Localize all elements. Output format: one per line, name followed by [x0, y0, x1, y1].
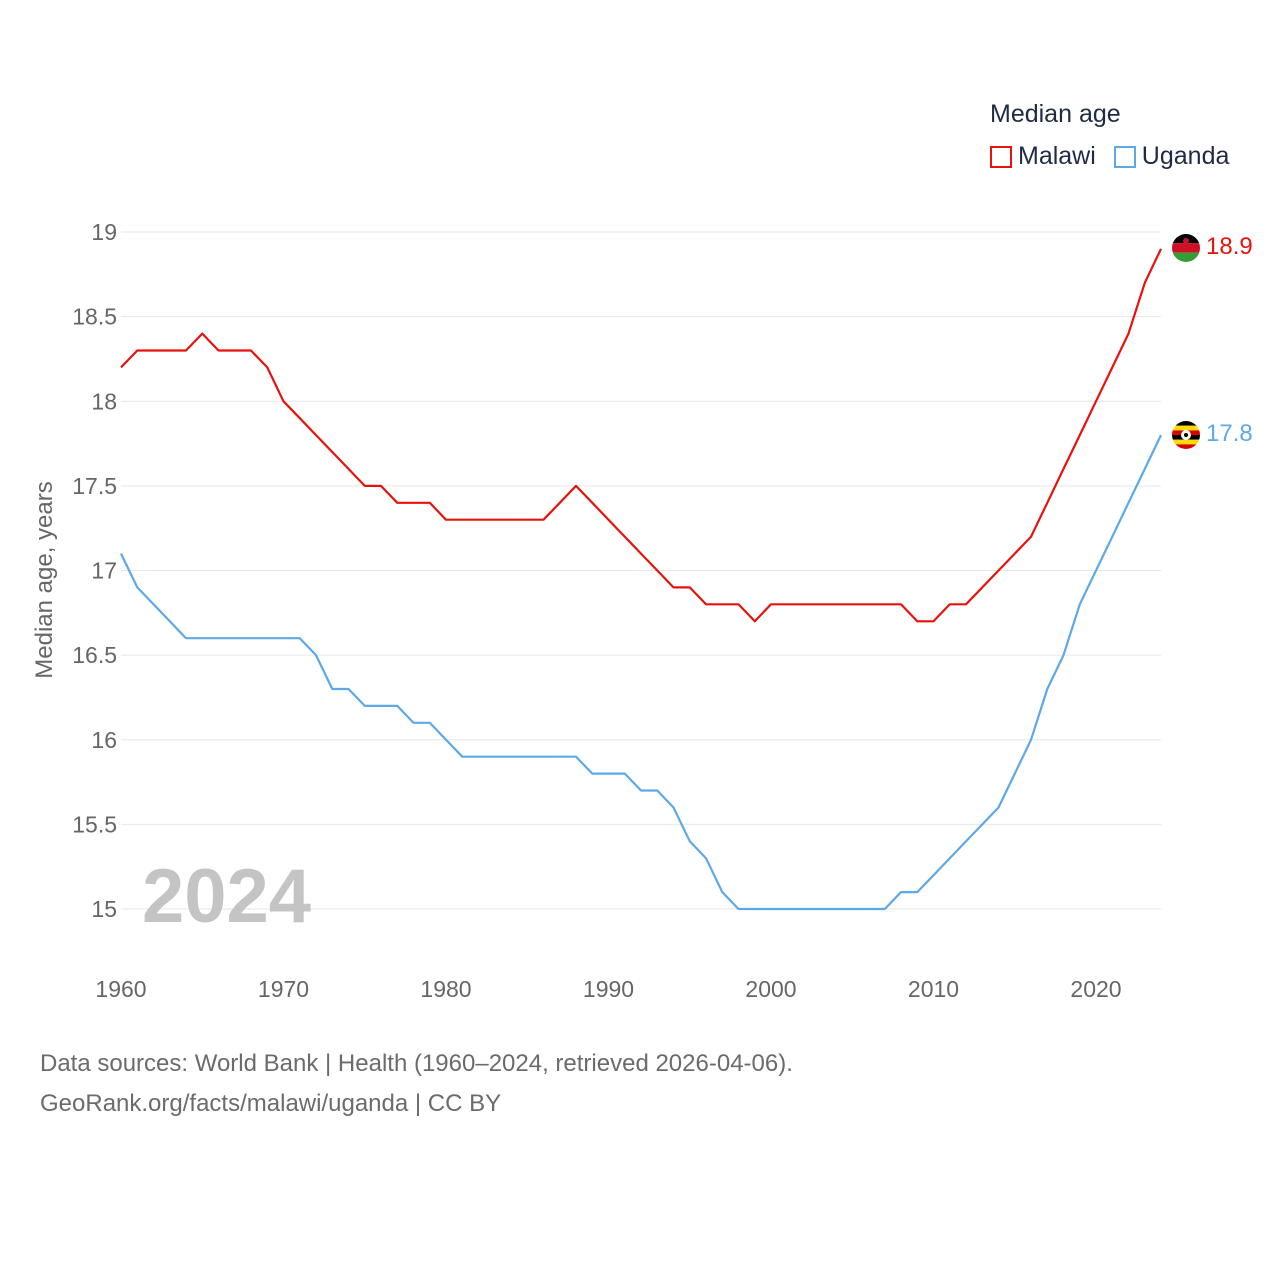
- uganda-flag-icon: [1172, 421, 1200, 449]
- x-axis-ticks: 1960 1970 1980 1990 2000 2010 2020: [95, 976, 1121, 1002]
- gridlines: [121, 231, 1161, 910]
- end-value-label-uganda: 17.8: [1206, 420, 1253, 447]
- malawi-flag-icon: [1172, 234, 1200, 262]
- x-tick-label: 2010: [908, 976, 959, 1002]
- y-tick-label: 17: [91, 558, 117, 584]
- legend: Malawi Uganda: [990, 142, 1247, 171]
- series-line-uganda[interactable]: [120, 434, 1162, 911]
- x-tick-label: 1990: [583, 976, 634, 1002]
- y-axis-label: Median age, years: [31, 481, 58, 678]
- y-tick-label: 19: [91, 219, 117, 245]
- y-tick-label: 18.5: [72, 304, 117, 330]
- source-line-2[interactable]: GeoRank.org/facts/malawi/uganda | CC BY: [40, 1090, 502, 1117]
- series-line-malawi[interactable]: [120, 248, 1162, 623]
- legend-item-malawi[interactable]: Malawi: [990, 142, 1096, 171]
- y-tick-label: 16: [91, 727, 117, 753]
- x-tick-label: 2000: [745, 976, 796, 1002]
- x-tick-label: 1980: [420, 976, 471, 1002]
- legend-item-uganda[interactable]: Uganda: [1113, 142, 1230, 171]
- y-axis-ticks: 15 15.5 16 16.5 17 17.5 18 18.5 19: [72, 219, 117, 922]
- x-tick-label: 2020: [1070, 976, 1121, 1002]
- legend-swatch-malawi: [990, 145, 1012, 168]
- y-tick-label: 16.5: [72, 642, 117, 668]
- legend-label-uganda: Uganda: [1141, 142, 1230, 170]
- y-tick-label: 15: [91, 896, 117, 922]
- source-line-1: Data sources: World Bank | Health (1960–…: [40, 1050, 793, 1077]
- year-watermark: 2024: [142, 854, 311, 939]
- legend-title: Median age: [990, 100, 1121, 128]
- x-tick-label: 1960: [95, 976, 146, 1002]
- legend-label-malawi: Malawi: [1018, 142, 1096, 170]
- y-tick-label: 15.5: [72, 811, 117, 837]
- y-tick-label: 18: [91, 388, 117, 414]
- y-tick-label: 17.5: [72, 473, 117, 499]
- x-tick-label: 1970: [258, 976, 309, 1002]
- source-note: Data sources: World Bank | Health (1960–…: [40, 1044, 793, 1124]
- legend-swatch-uganda: [1113, 145, 1136, 168]
- end-value-label-malawi: 18.9: [1206, 233, 1253, 260]
